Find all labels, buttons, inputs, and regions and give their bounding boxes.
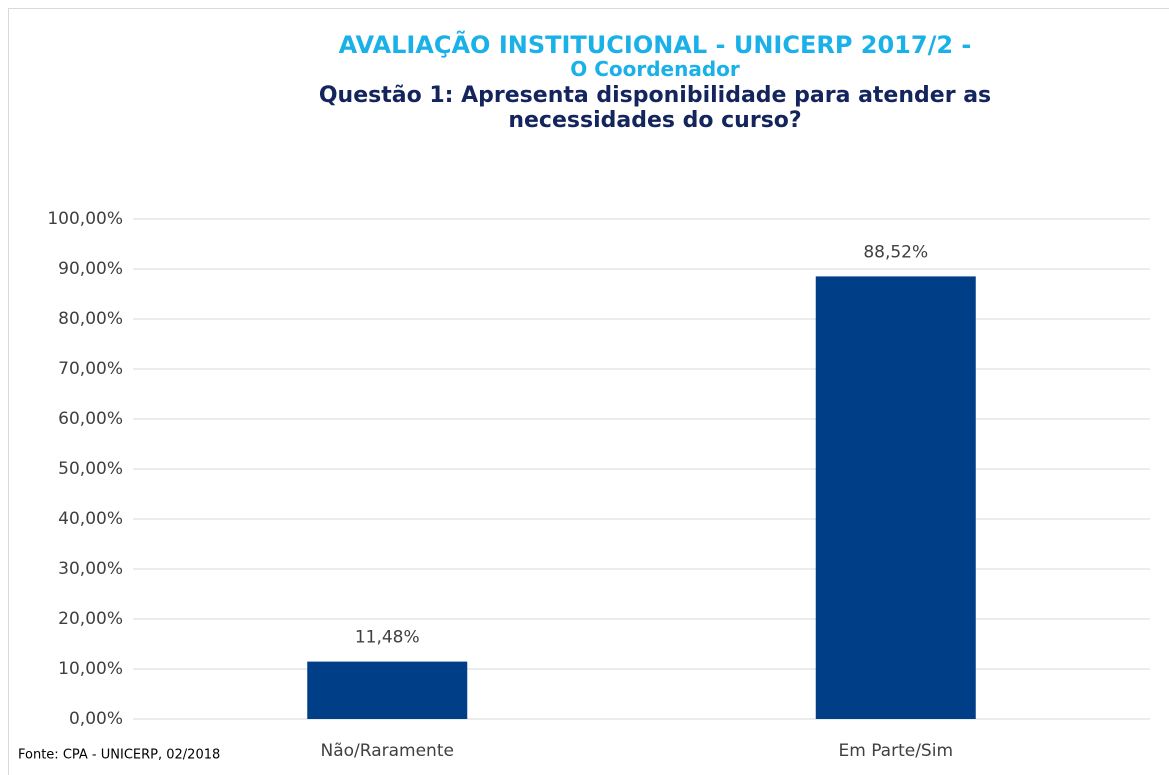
y-tick-label: 10,00%: [58, 659, 123, 679]
y-tick-label: 0,00%: [69, 709, 123, 729]
y-tick-label: 90,00%: [58, 259, 123, 279]
y-tick-label: 20,00%: [58, 609, 123, 629]
y-tick-label: 50,00%: [58, 459, 123, 479]
y-tick-label: 80,00%: [58, 309, 123, 329]
y-tick-label: 100,00%: [47, 209, 123, 229]
x-tick-label: Em Parte/Sim: [838, 741, 953, 761]
y-tick-label: 70,00%: [58, 359, 123, 379]
chart-frame: [8, 8, 1169, 775]
y-tick-label: 60,00%: [58, 409, 123, 429]
data-label: 88,52%: [863, 242, 928, 262]
x-tick-label: Não/Raramente: [321, 741, 454, 761]
bar: [307, 661, 468, 719]
chart-title: AVALIAÇÃO INSTITUCIONAL - UNICERP 2017/2…: [338, 31, 972, 59]
titles: AVALIAÇÃO INSTITUCIONAL - UNICERP 2017/2…: [255, 32, 1055, 133]
y-tick-label: 40,00%: [58, 509, 123, 529]
source-note: Fonte: CPA - UNICERP, 02/2018: [18, 748, 220, 763]
question: Questão 1: Apresenta disponibilidade par…: [318, 83, 992, 133]
bar: [815, 276, 976, 719]
chart-subtitle: O Coordenador: [570, 57, 740, 82]
y-tick-label: 30,00%: [58, 559, 123, 579]
data-label: 11,48%: [355, 628, 420, 648]
